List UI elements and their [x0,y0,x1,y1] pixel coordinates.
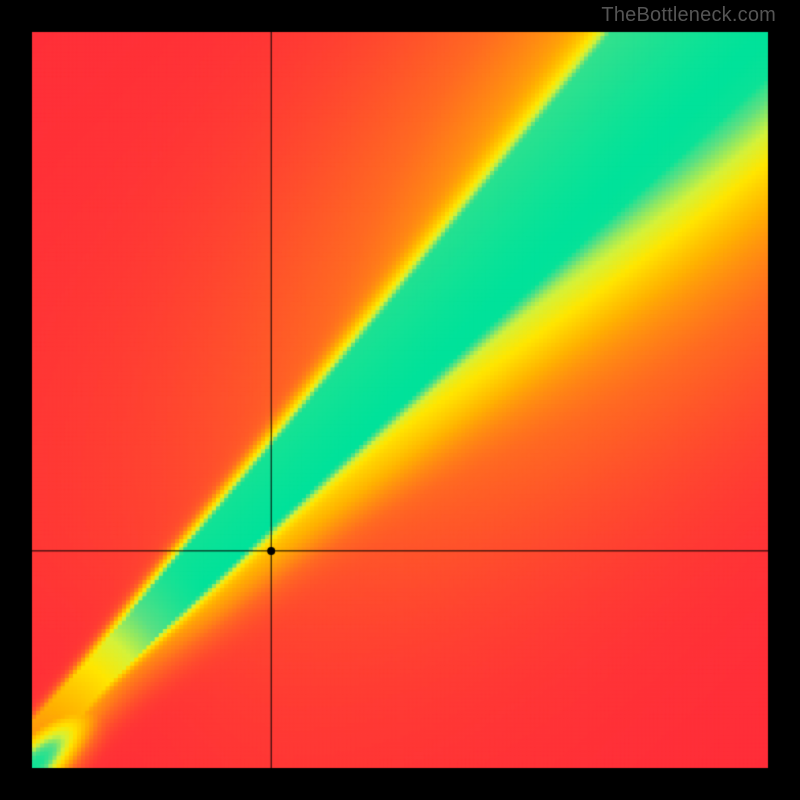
bottleneck-heatmap [0,0,800,800]
watermark-text: TheBottleneck.com [601,4,776,27]
chart-container: TheBottleneck.com [0,0,800,800]
